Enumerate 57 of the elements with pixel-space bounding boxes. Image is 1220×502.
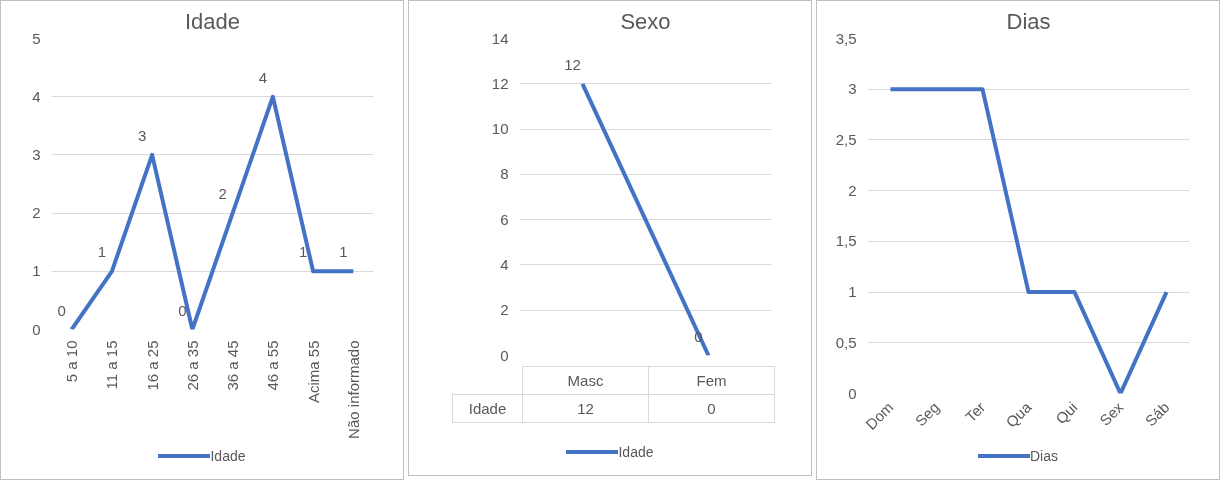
x-tick-label: Seg bbox=[911, 398, 943, 430]
y-tick-label: 4 bbox=[32, 87, 41, 105]
x-tick-label: Acima 55 bbox=[304, 340, 322, 404]
x-tick-label: 36 a 45 bbox=[224, 340, 242, 391]
x-tick-label: Qua bbox=[1002, 398, 1035, 431]
y-tick-label: 2 bbox=[848, 181, 857, 199]
category-label: Masc bbox=[567, 371, 604, 389]
y-tick-label: 12 bbox=[491, 74, 509, 92]
x-tick-label: Ter bbox=[961, 398, 989, 426]
chart-title: Sexo bbox=[620, 8, 671, 34]
x-tick-label: 26 a 35 bbox=[183, 340, 201, 391]
y-tick-label: 0 bbox=[32, 320, 41, 338]
data-label: 1 bbox=[339, 243, 348, 261]
x-tick-label: 11 a 15 bbox=[103, 340, 121, 390]
y-tick-label: 0 bbox=[848, 384, 857, 402]
y-tick-label: 6 bbox=[500, 210, 509, 228]
x-tick-label: 16 a 25 bbox=[143, 340, 161, 391]
y-tick-label: 0,5 bbox=[835, 333, 857, 351]
y-tick-label: 4 bbox=[500, 255, 509, 273]
data-label: 2 bbox=[218, 185, 227, 203]
category-label: Fem bbox=[696, 371, 727, 389]
data-label: 1 bbox=[298, 243, 308, 261]
legend-label: Idade bbox=[210, 448, 246, 464]
y-tick-label: 2,5 bbox=[835, 130, 857, 148]
y-tick-label: 2 bbox=[32, 204, 41, 222]
data-label: 1 bbox=[97, 243, 107, 261]
y-tick-label: 3,5 bbox=[835, 29, 857, 47]
x-tick-label: Qui bbox=[1051, 398, 1081, 428]
x-tick-label: Sex bbox=[1096, 398, 1127, 429]
y-tick-label: 14 bbox=[491, 29, 509, 47]
legend-label: Dias bbox=[1029, 448, 1058, 464]
y-tick-label: 2 bbox=[500, 301, 509, 319]
y-tick-label: 8 bbox=[500, 165, 509, 183]
y-tick-label: 10 bbox=[491, 120, 509, 138]
y-tick-label: 1,5 bbox=[835, 232, 857, 250]
text: 0 bbox=[648, 394, 775, 423]
y-tick-label: 3 bbox=[32, 145, 41, 163]
data-label: 4 bbox=[258, 68, 268, 86]
data-label: 0 bbox=[178, 301, 187, 319]
legend-label: Idade bbox=[618, 444, 654, 460]
chart-title: Dias bbox=[1006, 8, 1051, 34]
text: 12 bbox=[522, 394, 649, 423]
data-label: 3 bbox=[137, 126, 147, 144]
data-label: 12 bbox=[564, 55, 581, 73]
x-tick-label: Não informado bbox=[344, 340, 362, 439]
text: Idade bbox=[468, 399, 507, 417]
x-tick-label: 5 a 10 bbox=[63, 340, 81, 383]
y-tick-label: 5 bbox=[32, 29, 41, 47]
y-tick-label: 1 bbox=[32, 262, 41, 280]
y-tick-label: 1 bbox=[848, 283, 857, 301]
y-tick-label: 0 bbox=[500, 346, 509, 364]
x-tick-label: Sáb bbox=[1141, 398, 1173, 430]
chart-title: Idade bbox=[184, 8, 241, 34]
data-label: 0 bbox=[57, 301, 66, 319]
line-series bbox=[69, 94, 356, 330]
y-tick-label: 3 bbox=[848, 80, 857, 98]
x-tick-label: 46 a 55 bbox=[264, 340, 282, 391]
